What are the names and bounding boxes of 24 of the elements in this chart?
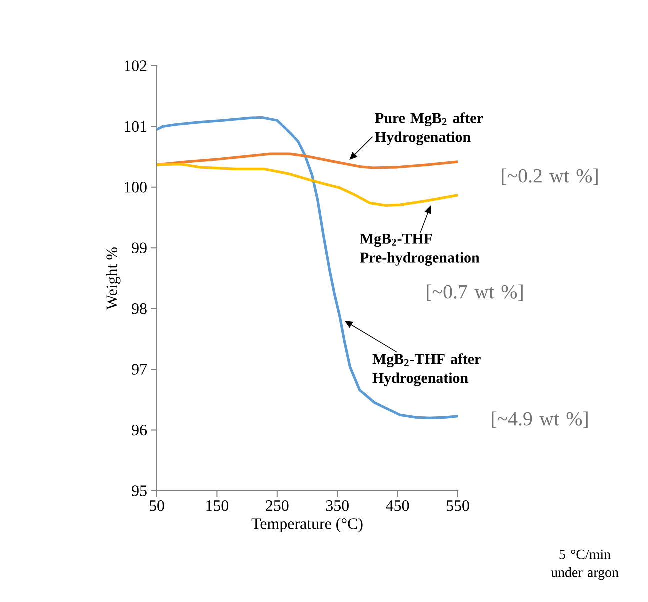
y-tick-label: 101 — [125, 121, 147, 132]
annotation: [~0.7 wt %] — [427, 284, 523, 302]
y-tick-label: 99 — [132, 242, 147, 254]
text: [~0.2 wt %] — [502, 168, 598, 186]
x-tick-label: 350 — [326, 500, 349, 512]
annotation: Pure MgB$_{2}$ after Hydrogenation — [375, 112, 484, 146]
y-tick-label: 98 — [132, 303, 147, 314]
x-tick-label: 550 — [446, 500, 470, 512]
y-tick-label: 95 — [132, 486, 147, 496]
annotation: MgB$_{2}$-THF after Hydrogenation — [372, 354, 481, 386]
line-series — [156, 163, 460, 207]
text: [~4.9 wt %] — [492, 412, 588, 428]
x-tick-label: 50 — [150, 500, 164, 512]
y-axis-title: Weight % — [106, 248, 121, 310]
x-axis-title: Temperature (°C) — [252, 518, 363, 533]
y-tick-label: 96 — [132, 424, 148, 436]
x-tick-label: 250 — [266, 500, 289, 512]
y-tick-label: 102 — [125, 60, 147, 72]
x-tick-label: 150 — [206, 500, 229, 512]
text: 5 °C/min under argon — [551, 550, 619, 580]
y-tick-label: 100 — [125, 182, 147, 193]
annotation: MgB$_{2}$-THF Pre-hydrogenation — [360, 234, 480, 266]
x-tick-label: 450 — [386, 500, 410, 512]
y-tick-label: 97 — [132, 364, 148, 375]
